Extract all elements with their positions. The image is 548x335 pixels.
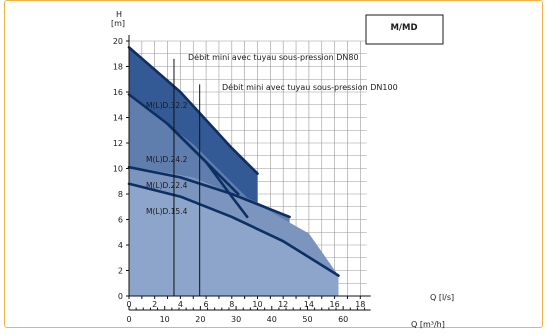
y-tick-label: 4 [118, 241, 123, 250]
y-tick-label: 16 [113, 88, 123, 97]
x-tick-label: 0 [126, 300, 131, 309]
x-axis-unit-ls: Q [l/s] [430, 293, 454, 302]
curve-line [127, 165, 291, 219]
y-tick-label: 12 [113, 139, 123, 148]
curve-line [166, 122, 249, 219]
y-axis-unit: [m] [111, 19, 125, 28]
min-flow-lines [173, 58, 201, 296]
x-tick-label: 16 [330, 300, 340, 309]
x2-tick-label: 50 [302, 315, 312, 324]
x2-tick-label: 30 [231, 315, 241, 324]
y-tick-label: 2 [118, 267, 123, 276]
curve-line [127, 182, 340, 277]
curve-line [127, 46, 259, 175]
x-tick-label: 18 [355, 300, 365, 309]
x2-tick-label: 10 [160, 315, 170, 324]
curve-label-32-2: M(L)D.32.2 [146, 101, 188, 110]
x-tick-label: 2 [152, 300, 157, 309]
curve-label-15-4: M(L)D.15.4 [146, 207, 188, 216]
y-tick-label: 0 [118, 292, 123, 301]
x-tick-label: 14 [304, 300, 314, 309]
y-tick-label: 8 [118, 190, 123, 199]
y-tick-label: 6 [118, 216, 123, 225]
axes: 0 2 4 6 8 10 12 14 16 18 20 0 2 4 6 8 10 12 14 16 18 0 10 20 30 4… [113, 35, 371, 324]
chart-title: M/MD [390, 23, 417, 33]
title-box [365, 14, 444, 45]
x-tick-label: 8 [229, 300, 234, 309]
x2-tick-label: 0 [126, 315, 131, 324]
x-tick-label: 12 [278, 300, 288, 309]
curve-label-24-2: M(L)D.24.2 [146, 155, 188, 164]
curve-lines [127, 46, 340, 277]
min-flow-label-dn100: Débit mini avec tuyau sous-pression DN10… [222, 82, 398, 92]
y-tick-label: 18 [113, 63, 123, 72]
min-flow-label-dn80: Débit mini avec tuyau sous-pression DN80 [188, 52, 359, 62]
y-tick-label: 20 [113, 37, 123, 46]
x-tick-label: 4 [178, 300, 183, 309]
x2-tick-label: 20 [195, 315, 205, 324]
y-axis-title: H [116, 10, 122, 19]
curve-areas [129, 47, 339, 297]
y-tick-label: 10 [113, 165, 123, 174]
x2-tick-label: 40 [267, 315, 277, 324]
area-m-l-d-15-4 [129, 183, 339, 296]
x2-tick-label: 60 [338, 315, 348, 324]
x-tick-label: 6 [204, 300, 209, 309]
x-tick-label: 10 [252, 300, 262, 309]
y-tick-label: 14 [113, 114, 123, 123]
curve-label-22-4: M(L)D.22.4 [146, 181, 188, 190]
x-axis-unit-m3h: Q [m³/h] [411, 320, 445, 329]
